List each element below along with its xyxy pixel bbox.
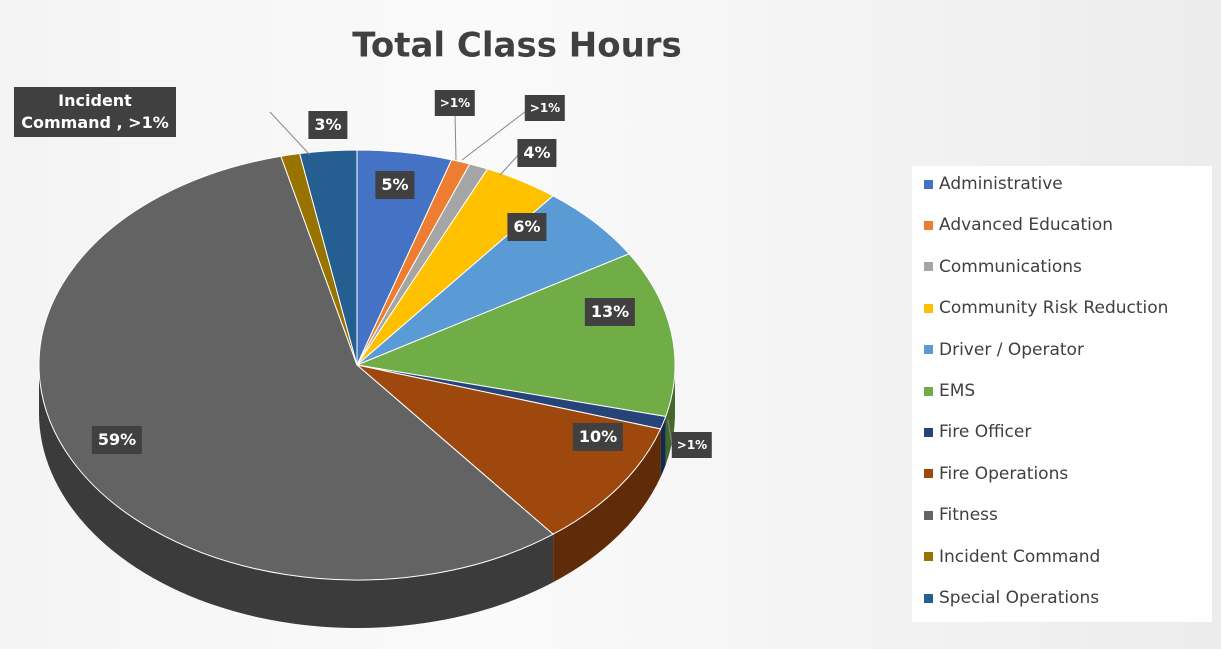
legend-swatch [924, 179, 933, 189]
chart-title: Total Class Hours [352, 26, 682, 66]
data-label: 4% [517, 139, 557, 167]
legend-swatch [924, 262, 933, 272]
data-label: >1% [434, 90, 476, 116]
legend-label: Communications [939, 256, 1082, 277]
data-label: Incident Command , >1% [14, 87, 176, 137]
legend-label: EMS [939, 381, 976, 401]
legend-item: Community Risk Reduction [924, 298, 1168, 318]
data-label: 6% [507, 213, 547, 241]
leader-line [269, 111, 311, 156]
legend: Administrative Advanced Education Communic… [912, 166, 1212, 622]
legend-label: Administrative [939, 174, 1063, 194]
pie-slice [38, 155, 554, 581]
legend-swatch [924, 345, 933, 355]
legend-item: EMS [924, 381, 975, 401]
legend-swatch [924, 469, 933, 479]
legend-item: Incident Command [924, 547, 1100, 567]
legend-item: Special Operations [924, 588, 1099, 608]
pie-slice [355, 253, 676, 418]
legend-swatch [924, 220, 933, 230]
legend-item: Driver / Operator [924, 340, 1084, 360]
legend-swatch [924, 552, 933, 562]
data-label: 5% [375, 171, 415, 199]
data-label: 59% [91, 426, 143, 454]
legend-item: Administrative [924, 174, 1063, 194]
pie-slice [299, 149, 358, 366]
data-label: 13% [584, 298, 636, 326]
legend-swatch [924, 427, 933, 437]
data-label: 10% [572, 423, 624, 451]
pie-slice [356, 364, 662, 535]
legend-item: Fire Operations [924, 464, 1068, 484]
legend-swatch [924, 593, 933, 603]
leader-line [667, 419, 673, 446]
pie-side [39, 365, 554, 628]
legend-label: Advanced Education [939, 215, 1114, 236]
legend-swatch [924, 386, 933, 396]
data-label: >1% [524, 95, 566, 121]
legend-swatch [924, 510, 933, 520]
legend-label: Special Operations [939, 588, 1100, 608]
data-label: 3% [308, 111, 348, 139]
leader-line [461, 107, 531, 161]
legend-item: Communications [924, 257, 1082, 277]
legend-label: Community Risk Reduction [939, 298, 1169, 319]
pie-side [665, 365, 675, 465]
legend-item: Fitness [924, 505, 998, 525]
leader-line [499, 152, 521, 176]
legend-item: Fire Officer [924, 422, 1031, 442]
legend-label: Fitness [939, 505, 998, 526]
data-label: >1% [671, 432, 713, 458]
leader-line [454, 112, 457, 161]
pie-side [553, 428, 661, 583]
legend-label: Fire Operations [939, 463, 1069, 484]
legend-label: Fire Officer [939, 422, 1032, 443]
legend-item: Advanced Education [924, 215, 1113, 235]
pie-side [660, 416, 666, 477]
legend-swatch [924, 303, 933, 313]
legend-label: Incident Command [939, 546, 1101, 567]
legend-label: Driver / Operator [939, 339, 1084, 360]
